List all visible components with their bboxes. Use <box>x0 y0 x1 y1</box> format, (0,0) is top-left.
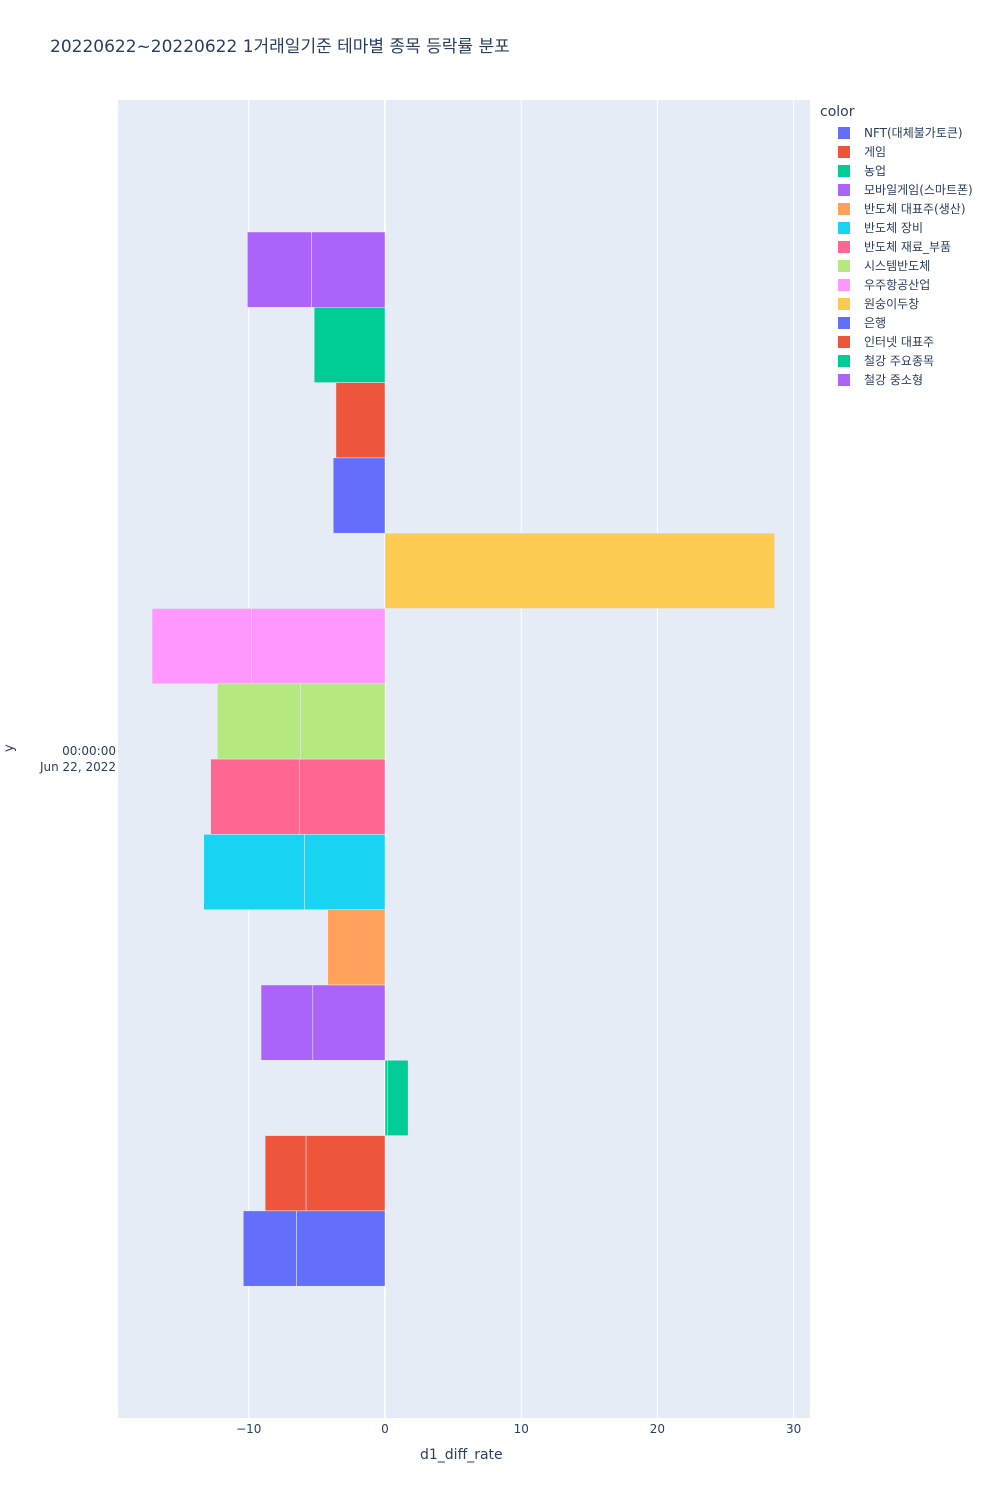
bars <box>151 231 775 1287</box>
legend-label: 철강 주요종목 <box>864 354 935 368</box>
legend-item[interactable]: NFT(대체불가토큰) <box>822 123 973 142</box>
legend-item[interactable]: 철강 주요종목 <box>822 351 973 370</box>
bar-segment <box>335 382 386 459</box>
legend-label: 인터넷 대표주 <box>864 335 935 349</box>
legend-item[interactable]: 반도체 재료_부품 <box>822 237 973 256</box>
x-tick-label: 10 <box>513 1422 529 1436</box>
bar-segment <box>264 1135 307 1212</box>
legend-label: 반도체 재료_부품 <box>864 240 952 254</box>
legend-swatch <box>838 221 850 234</box>
legend-label: 게임 <box>864 145 887 159</box>
bar-segment <box>304 834 386 910</box>
x-tick-label: 0 <box>381 1422 389 1436</box>
legend-swatch <box>838 240 850 253</box>
x-tick-label: 30 <box>786 1422 802 1436</box>
legend-swatch <box>838 373 850 386</box>
bar-segment <box>300 683 386 760</box>
legend-label: 시스템반도체 <box>864 259 931 273</box>
bar-segment <box>387 1060 409 1136</box>
bar-segment <box>217 683 301 760</box>
bar-segment <box>243 1210 297 1287</box>
bar-segment <box>210 758 300 835</box>
legend-title: color <box>820 104 855 120</box>
bar-segment <box>332 457 386 534</box>
bar-segment <box>313 307 386 383</box>
legend-item[interactable]: 우주항공산업 <box>822 275 973 294</box>
bar-segment <box>312 984 386 1061</box>
bar-segment <box>151 608 252 685</box>
legend-label: 철강 중소형 <box>864 373 924 387</box>
legend-swatch <box>838 145 850 158</box>
legend-swatch <box>838 354 850 367</box>
legend-label: 농업 <box>864 164 887 178</box>
legend-swatch <box>838 335 850 348</box>
bar-segment <box>298 758 386 835</box>
bar-segment <box>247 231 312 308</box>
legend-item[interactable]: 모바일게임(스마트폰) <box>822 180 973 199</box>
legend-label: 반도체 장비 <box>864 221 924 235</box>
y-tick-line1: 00:00:00 <box>62 744 116 758</box>
legend-swatch <box>838 183 850 196</box>
bar-segment <box>311 231 386 308</box>
legend-swatch <box>838 259 850 272</box>
legend-swatch <box>838 278 850 291</box>
legend-label: 원숭이두창 <box>864 297 920 311</box>
legend-item[interactable]: 농업 <box>822 161 973 180</box>
legend-label: 반도체 대표주(생산) <box>864 202 966 216</box>
y-axis-title: y <box>2 744 17 752</box>
chart-title: 20220622~20220622 1거래일기준 테마별 종목 등락률 분포 <box>50 37 510 57</box>
y-tick-line2: Jun 22, 2022 <box>39 760 116 774</box>
legend-label: 모바일게임(스마트폰) <box>864 183 973 197</box>
legend-label: 은행 <box>864 316 887 330</box>
legend-item[interactable]: 반도체 장비 <box>822 218 973 237</box>
legend-item[interactable]: 시스템반도체 <box>822 256 973 275</box>
legend-swatch <box>838 202 850 215</box>
x-axis-title: d1_diff_rate <box>420 1447 503 1463</box>
legend-swatch <box>838 164 850 177</box>
bar-segment <box>296 1210 386 1287</box>
legend-item[interactable]: 반도체 대표주(생산) <box>822 199 973 218</box>
legend-item[interactable]: 철강 중소형 <box>822 370 973 389</box>
bar-segment <box>384 1060 388 1136</box>
legend-item[interactable]: 게임 <box>822 142 973 161</box>
legend-label: NFT(대체불가토큰) <box>864 126 963 140</box>
legend-swatch <box>838 297 850 310</box>
legend-item[interactable]: 원숭이두창 <box>822 294 973 313</box>
x-tick-label: −10 <box>236 1422 262 1436</box>
bar-segment <box>305 1135 386 1212</box>
bar-segment <box>384 532 775 609</box>
legend-swatch <box>838 126 850 139</box>
legend-swatch <box>838 316 850 329</box>
bar-segment <box>327 909 386 986</box>
bar-segment <box>251 608 386 685</box>
legend-item[interactable]: 은행 <box>822 313 973 332</box>
bar-segment <box>203 834 305 910</box>
y-tick-label: 00:00:00 Jun 22, 2022 <box>40 743 116 775</box>
bar-segment <box>260 984 314 1061</box>
x-tick-label: 20 <box>649 1422 666 1436</box>
legend-item[interactable]: 인터넷 대표주 <box>822 332 973 351</box>
legend-label: 우주항공산업 <box>864 278 931 292</box>
